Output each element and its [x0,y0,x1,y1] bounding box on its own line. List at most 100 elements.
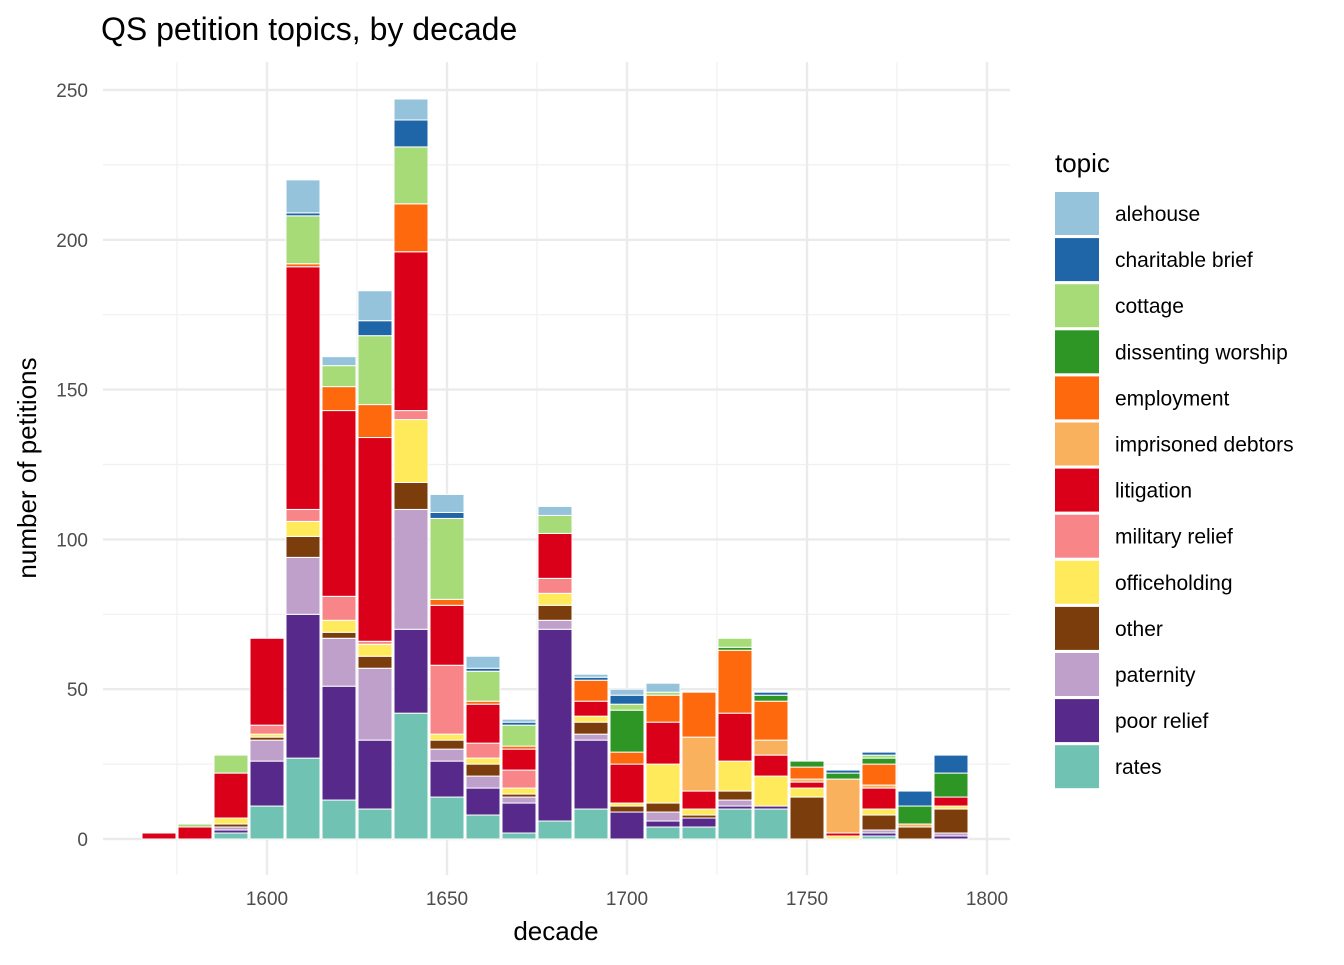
bar-segment-military-relief-1620 [321,595,357,621]
bar-segment-charitable-brief-1790 [933,754,969,774]
bar-segment-rates-1690 [573,808,609,840]
bar-segment-poor-relief-1600 [249,760,285,807]
bar-segment-paternity-1680 [537,619,573,630]
bar-segment-employment-1690 [573,679,609,702]
bar-segment-officeholding-1620 [321,619,357,633]
legend-key-cottage [1055,284,1099,328]
bar-segment-officeholding-1640 [393,419,429,483]
bar-segment-rates-1590 [213,832,249,840]
bar-segment-paternity-1630 [357,667,393,741]
bar-segment-other-1630 [357,655,393,669]
bars [141,98,969,840]
bar-segment-litigation-1580 [177,826,213,840]
bar-segment-alehouse-1640 [393,98,429,121]
legend-label: military relief [1115,526,1233,549]
bar-segment-poor-relief-1710 [645,820,681,828]
bar-segment-officeholding-1670 [501,787,537,795]
bar-segment-rates-1660 [465,814,501,840]
legend-key-poor-relief [1055,699,1099,743]
y-tick-label: 0 [77,830,88,851]
bar-segment-paternity-1660 [465,775,501,789]
bar-segment-rates-1710 [645,826,681,840]
bar-segment-litigation-1660 [465,703,501,744]
bar-segment-military-relief-1670 [501,769,537,789]
legend-key-alehouse [1055,192,1099,235]
bar-segment-alehouse-1610 [285,179,321,214]
bar-segment-other-1620 [321,631,357,639]
bar-segment-alehouse-1710 [645,682,681,693]
bar-segment-imprisoned-debtors-1720 [681,736,717,792]
bar-segment-litigation-1640 [393,251,429,412]
bar-segment-rates-1640 [393,712,429,840]
bar-segment-alehouse-1660 [465,655,501,669]
bar-segment-paternity-1730 [717,799,753,807]
legend-label: charitable brief [1115,249,1253,272]
legend-label: officeholding [1115,572,1233,595]
bar-segment-charitable-brief-1630 [357,320,393,337]
legend-key-officeholding [1055,560,1099,604]
bar-segment-employment-1740 [753,700,789,741]
bar-segment-cottage-1630 [357,335,393,406]
bar-segment-rates-1680 [537,820,573,840]
bar-segment-other-1610 [285,535,321,558]
bar-segment-poor-relief-1680 [537,628,573,822]
bar-segment-officeholding-1660 [465,757,501,765]
bar-segment-litigation-1650 [429,604,465,666]
bar-segment-military-relief-1660 [465,742,501,759]
bar-segment-litigation-1680 [537,532,573,579]
bar-segment-military-relief-1680 [537,577,573,594]
bar-segment-litigation-1620 [321,410,357,597]
bar-segment-litigation-1570 [141,832,177,840]
bar-segment-paternity-1620 [321,637,357,687]
x-tick-label: 1700 [606,889,648,910]
bar-segment-cottage-1650 [429,517,465,600]
y-tick-label: 200 [56,231,88,252]
bar-segment-employment-1630 [357,404,393,439]
legend-title: topic [1055,148,1110,178]
bar-segment-officeholding-1720 [681,808,717,816]
bar-segment-paternity-1650 [429,748,465,762]
bar-segment-rates-1650 [429,796,465,840]
bar-segment-rates-1720 [681,826,717,840]
x-tick-label: 1650 [426,889,468,910]
bar-segment-dissenting-worship-1770 [861,757,897,765]
x-axis-ticks: 1600 1650 1700 1750 1800 [246,889,1008,910]
bar-segment-litigation-1710 [645,721,681,765]
bar-segment-officeholding-1630 [357,643,393,657]
y-tick-label: 100 [56,530,88,551]
bar-segment-poor-relief-1700 [609,811,645,840]
bar-segment-dissenting-worship-1700 [609,709,645,753]
bar-segment-alehouse-1630 [357,290,393,322]
bar-segment-litigation-1670 [501,748,537,771]
bar-segment-rates-1670 [501,832,537,840]
legend-key-litigation [1055,468,1099,512]
bar-segment-charitable-brief-1640 [393,119,429,148]
bar-segment-employment-1750 [789,766,825,780]
x-tick-label: 1750 [786,889,828,910]
bar-segment-cottage-1610 [285,215,321,265]
bar-segment-litigation-1740 [753,754,789,777]
bar-segment-cottage-1660 [465,670,501,702]
bar-segment-cottage-1680 [537,514,573,534]
legend: topic alehouse charitable brief cottage dis… [1055,148,1294,789]
bar-segment-dissenting-worship-1780 [897,805,933,825]
bar-segment-cottage-1640 [393,146,429,205]
bar-segment-litigation-1790 [933,796,969,807]
bar-segment-poor-relief-1670 [501,802,537,834]
bar-segment-officeholding-1680 [537,592,573,606]
bar-segment-rates-1740 [753,808,789,840]
bar-segment-rates-1630 [357,808,393,840]
bar-segment-employment-1640 [393,203,429,253]
bar-segment-other-1640 [393,481,429,510]
bar-segment-officeholding-1610 [285,520,321,537]
bar-segment-alehouse-1670 [501,718,537,723]
bar-segment-dissenting-worship-1760 [825,772,861,780]
bar-segment-employment-1710 [645,694,681,723]
legend-label: litigation [1115,480,1192,503]
bar-segment-other-1770 [861,814,897,831]
x-axis-label: decade [513,916,598,946]
bar-segment-charitable-brief-1740 [753,691,789,696]
bar-segment-charitable-brief-1760 [825,769,861,774]
bar-segment-alehouse-1620 [321,356,357,367]
